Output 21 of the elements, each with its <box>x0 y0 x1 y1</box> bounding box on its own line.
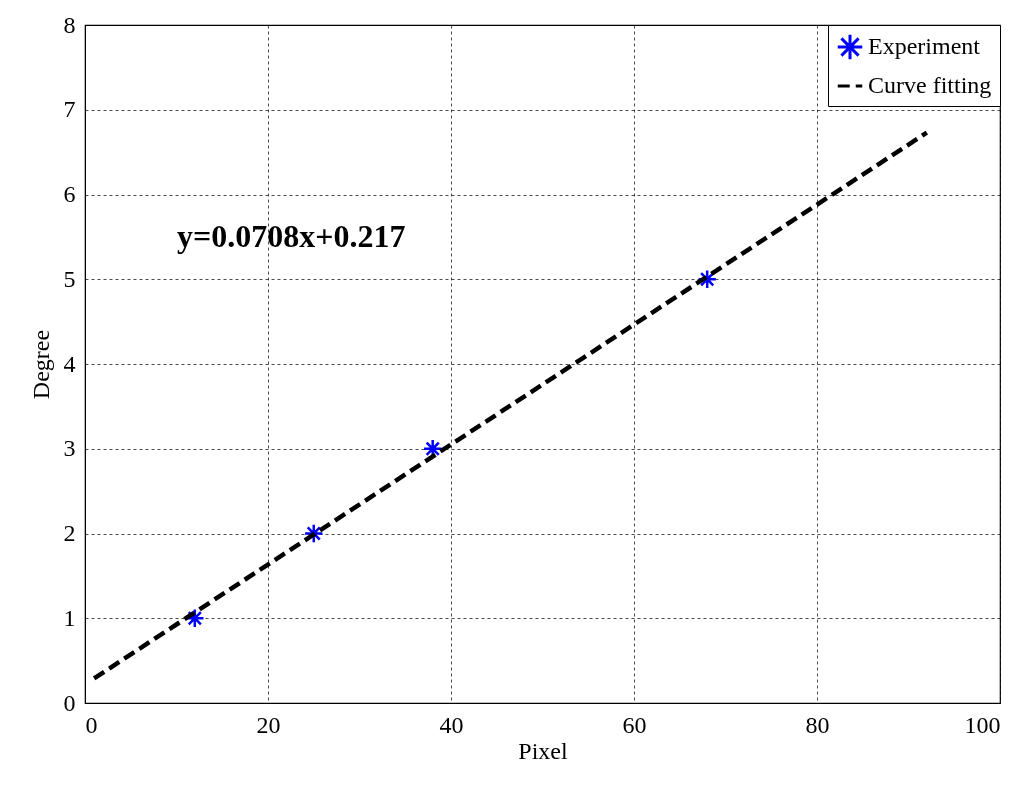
y-tick-label: 3 <box>63 435 76 462</box>
y-tick-label: 1 <box>63 604 76 631</box>
x-tick-label: 80 <box>805 711 830 738</box>
x-tick-label: 60 <box>622 711 647 738</box>
point <box>422 438 443 459</box>
x-tick-label: 0 <box>85 711 98 738</box>
y-tick-label: 6 <box>63 181 76 207</box>
y-tick-label: 0 <box>63 689 76 716</box>
y-tick-label: 5 <box>63 265 76 292</box>
x-tick-label: 100 <box>964 711 1001 738</box>
y-axis-title: Degree <box>27 329 54 400</box>
y-tick-label: 7 <box>63 96 76 123</box>
x-axis-title: Pixel <box>518 737 568 764</box>
y-tick-label: 2 <box>63 520 76 546</box>
annotation: y=0.0708x+0.217 <box>177 218 406 254</box>
legend-label: Experiment <box>868 33 981 59</box>
y-tick-label: 4 <box>63 350 76 377</box>
legend-label: Curve fitting <box>868 72 992 98</box>
x-tick-label: 20 <box>256 711 281 738</box>
x-tick-label: 40 <box>439 711 464 738</box>
y-tick-label: 8 <box>63 11 76 38</box>
